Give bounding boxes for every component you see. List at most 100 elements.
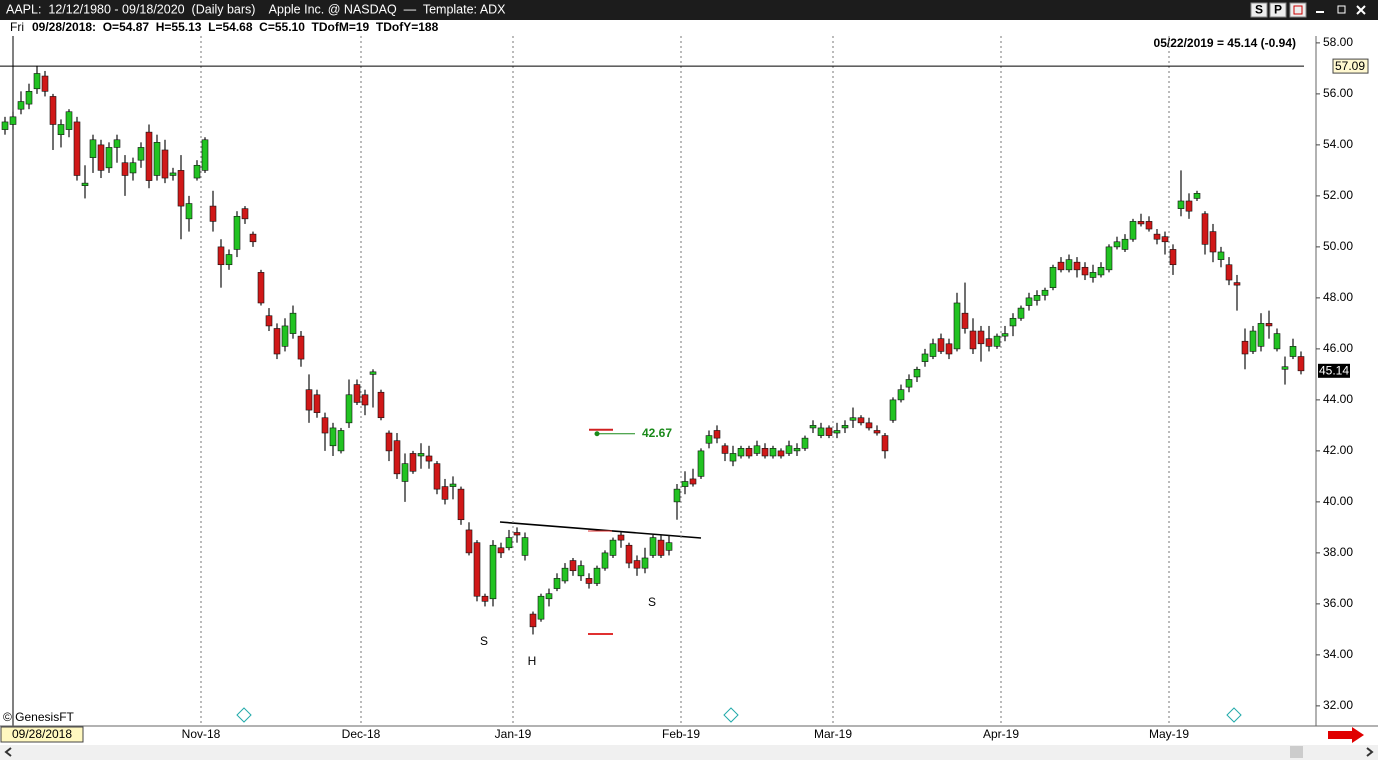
candle-body bbox=[1121, 238, 1129, 250]
candle-body bbox=[505, 537, 513, 549]
y-tick-label: 50.00 bbox=[1323, 239, 1353, 253]
candle-body bbox=[1153, 233, 1161, 240]
candle-body bbox=[601, 552, 609, 569]
scroll-thumb[interactable] bbox=[1290, 746, 1303, 758]
candle-body bbox=[97, 144, 105, 171]
candle-body bbox=[529, 613, 537, 628]
candle-body bbox=[1185, 200, 1193, 212]
candle-body bbox=[201, 139, 209, 171]
scrollbar[interactable] bbox=[0, 745, 1378, 760]
y-tick-label: 52.00 bbox=[1323, 188, 1353, 202]
candle-body bbox=[193, 164, 201, 179]
candle-body bbox=[353, 384, 361, 403]
candle-body bbox=[1033, 295, 1041, 301]
watermark: © GenesisFT bbox=[3, 710, 75, 724]
y-tick-label: 42.00 bbox=[1323, 443, 1353, 457]
candle-body bbox=[777, 450, 785, 457]
candle-body bbox=[953, 302, 961, 350]
candle-body bbox=[657, 539, 665, 556]
candle-body bbox=[1265, 323, 1273, 327]
title-bar bbox=[0, 0, 1378, 20]
candle-body bbox=[689, 478, 697, 485]
candle-body bbox=[1097, 266, 1105, 276]
candle-body bbox=[977, 330, 985, 345]
pattern-label: H bbox=[528, 654, 537, 668]
candle-body bbox=[241, 208, 249, 220]
candle-body bbox=[473, 542, 481, 597]
neckline bbox=[499, 521, 702, 539]
candle-body bbox=[1057, 261, 1065, 271]
candle-body bbox=[161, 149, 169, 179]
candle-body bbox=[1049, 266, 1057, 288]
candle-body bbox=[849, 417, 857, 421]
pattern-label: S bbox=[648, 595, 656, 609]
candle-body bbox=[209, 205, 217, 222]
price-box bbox=[1332, 58, 1369, 74]
event-icon[interactable] bbox=[236, 707, 252, 723]
candle-body bbox=[1, 121, 9, 130]
candle-body bbox=[737, 448, 745, 457]
restore[interactable] bbox=[1337, 5, 1346, 14]
candle-body bbox=[585, 578, 593, 584]
candle-body bbox=[489, 544, 497, 600]
x-tick-label: Feb-19 bbox=[662, 727, 700, 741]
scroll-right[interactable] bbox=[1366, 747, 1374, 757]
candle-body bbox=[793, 448, 801, 452]
event-icon[interactable] bbox=[1226, 707, 1242, 723]
candle-body bbox=[1281, 366, 1289, 370]
candle-body bbox=[865, 422, 873, 429]
last-quote: 05/22/2019 = 45.14 (-0.94) bbox=[1154, 36, 1296, 50]
button[interactable] bbox=[1289, 2, 1307, 18]
button[interactable] bbox=[1250, 2, 1268, 18]
candle-body bbox=[1041, 289, 1049, 296]
button-label[interactable]: S bbox=[1255, 3, 1263, 17]
scroll-arrow[interactable] bbox=[1328, 727, 1364, 743]
candle-body bbox=[217, 246, 225, 266]
crosshair-price-label: 57.09 bbox=[1335, 59, 1365, 73]
button-label[interactable]: P bbox=[1274, 3, 1282, 17]
candle-body bbox=[289, 312, 297, 334]
candle-body bbox=[633, 560, 641, 569]
candle-body bbox=[873, 430, 881, 434]
candle-body bbox=[937, 338, 945, 352]
candle-body bbox=[153, 142, 161, 176]
scroll-left[interactable] bbox=[4, 747, 12, 757]
candle-body bbox=[249, 233, 257, 243]
candle-body bbox=[593, 567, 601, 584]
candle-body bbox=[1177, 200, 1185, 209]
x-tick-label: Mar-19 bbox=[814, 727, 852, 741]
candle-body bbox=[457, 488, 465, 521]
candle-body bbox=[577, 565, 585, 577]
candle-body bbox=[1129, 221, 1137, 240]
candle-body bbox=[913, 368, 921, 378]
candle-body bbox=[1201, 213, 1209, 245]
candle-body bbox=[137, 147, 145, 161]
candle-body bbox=[1273, 333, 1281, 350]
candle-body bbox=[961, 312, 969, 329]
close[interactable] bbox=[1356, 5, 1366, 15]
candle-body bbox=[465, 529, 473, 554]
candle-body bbox=[297, 335, 305, 360]
candle-body bbox=[449, 483, 457, 487]
candle-body bbox=[481, 595, 489, 602]
x-tick-label: Nov-18 bbox=[182, 727, 221, 741]
candle-body bbox=[409, 453, 417, 472]
candle-body bbox=[1137, 221, 1145, 225]
cursor-date: 09/28/2018 bbox=[12, 727, 72, 741]
candle-body bbox=[185, 203, 193, 220]
event-icon[interactable] bbox=[723, 707, 739, 723]
candle-body bbox=[1241, 340, 1249, 355]
candle-body bbox=[537, 595, 545, 620]
candle-body bbox=[857, 417, 865, 424]
ohlc-info: 09/28/2018: O=54.87 H=55.13 L=54.68 C=55… bbox=[32, 20, 439, 34]
cursor-date-box bbox=[0, 726, 84, 743]
candle-body bbox=[1217, 251, 1225, 260]
candle-body bbox=[345, 394, 353, 424]
candle-body bbox=[57, 124, 65, 135]
candle-body bbox=[753, 445, 761, 454]
candle-body bbox=[1249, 330, 1257, 352]
candle-body bbox=[1289, 346, 1297, 357]
button[interactable] bbox=[1269, 2, 1287, 18]
